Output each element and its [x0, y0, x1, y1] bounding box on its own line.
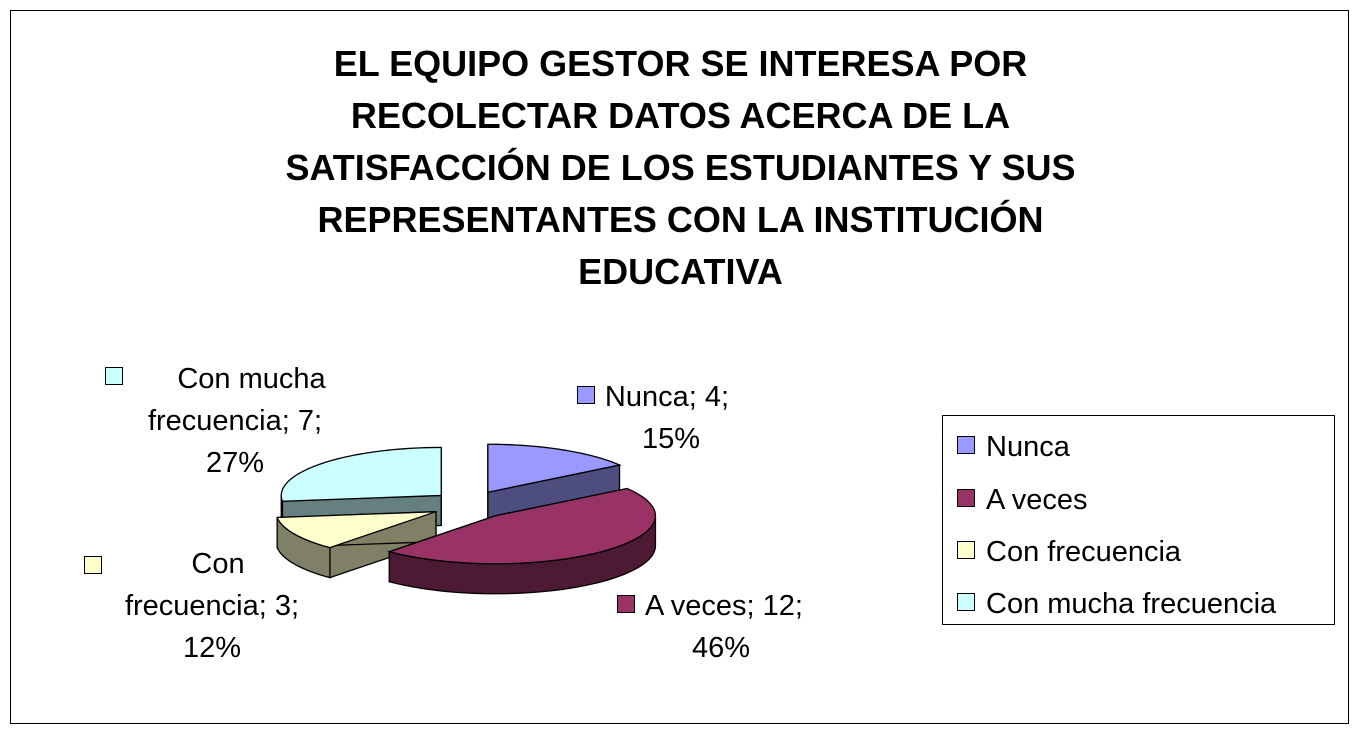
- legend-label: Con mucha frecuencia: [986, 588, 1277, 620]
- legend-item-con-frecuencia: Con frecuencia: [957, 534, 1181, 570]
- data-label-line: 15%: [641, 423, 701, 455]
- data-label-line: frecuencia; 7;: [147, 405, 323, 437]
- data-label-con-frecuencia: Con frecuencia; 3; 12%: [78, 543, 346, 669]
- data-label-con-mucha-frecuencia: Con mucha frecuencia; 7; 27%: [100, 358, 370, 484]
- legend-swatch: [957, 593, 975, 612]
- pie-slice-a-veces: [387, 487, 657, 595]
- data-label-line: A veces; 12;: [645, 590, 803, 622]
- legend-item-con-mucha-frecuencia: Con mucha frecuencia: [957, 586, 1276, 622]
- pie-slice-top: [387, 487, 657, 565]
- data-label-swatch: [84, 556, 102, 574]
- chart-title-line: REPRESENTANTES CON LA INSTITUCIÓN: [317, 199, 1044, 240]
- data-label-line: 12%: [182, 632, 242, 664]
- data-label-swatch: [105, 367, 123, 385]
- data-label-line: 46%: [691, 632, 751, 664]
- legend-swatch: [957, 489, 975, 508]
- chart-title: EL EQUIPO GESTOR SE INTERESA POR RECOLEC…: [150, 38, 1211, 298]
- legend-label: A veces: [986, 484, 1088, 516]
- data-label-line: 27%: [205, 447, 265, 479]
- legend-label: Nunca: [986, 431, 1070, 463]
- chart-legend: Nunca A veces Con frecuencia Con mucha f…: [942, 415, 1335, 625]
- legend-swatch: [957, 436, 975, 455]
- chart-title-line: SATISFACCIÓN DE LOS ESTUDIANTES Y SUS: [285, 147, 1076, 188]
- pie-slice-top: [276, 511, 437, 549]
- data-label-line: Con: [191, 548, 245, 580]
- data-label-swatch: [576, 386, 595, 405]
- chart-title-line: RECOLECTAR DATOS ACERCA DE LA: [350, 95, 1011, 136]
- data-label-a-veces: A veces; 12; 46%: [595, 585, 825, 669]
- pie-slice-top: [280, 446, 442, 502]
- chart-title-line: EDUCATIVA: [578, 251, 783, 292]
- data-label-line: Con mucha: [177, 363, 326, 395]
- data-label-swatch: [617, 595, 635, 614]
- chart-title-line: EL EQUIPO GESTOR SE INTERESA POR: [333, 43, 1028, 84]
- legend-item-nunca: Nunca: [957, 429, 1070, 465]
- data-label-line: frecuencia; 3;: [124, 590, 300, 622]
- legend-swatch: [957, 541, 975, 560]
- data-label-line: Nunca; 4;: [604, 381, 730, 413]
- legend-label: Con frecuencia: [986, 536, 1182, 568]
- legend-item-a-veces: A veces: [957, 482, 1088, 518]
- pie-slice-top: [487, 443, 622, 494]
- data-label-nunca: Nunca; 4; 15%: [558, 376, 748, 460]
- pie-slice-con-frecuencia: [276, 510, 437, 579]
